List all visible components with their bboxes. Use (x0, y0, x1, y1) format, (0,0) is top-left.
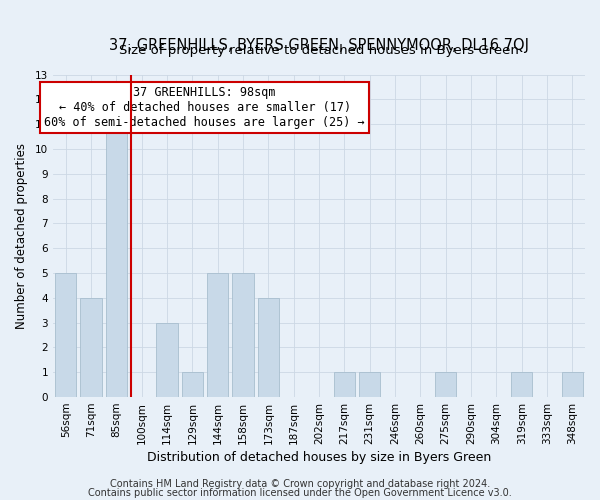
Text: 37 GREENHILLS: 98sqm
← 40% of detached houses are smaller (17)
60% of semi-detac: 37 GREENHILLS: 98sqm ← 40% of detached h… (44, 86, 365, 129)
Bar (80, 298, 102, 397)
Bar (562, 372, 583, 397)
Bar (359, 372, 380, 397)
Bar (334, 372, 355, 397)
Bar (106, 124, 127, 397)
Text: Contains HM Land Registry data © Crown copyright and database right 2024.: Contains HM Land Registry data © Crown c… (110, 479, 490, 489)
X-axis label: Distribution of detached houses by size in Byers Green: Distribution of detached houses by size … (147, 451, 491, 464)
Bar (435, 372, 457, 397)
Y-axis label: Number of detached properties: Number of detached properties (15, 143, 28, 329)
Bar (232, 273, 254, 397)
Text: Size of property relative to detached houses in Byers Green: Size of property relative to detached ho… (119, 44, 519, 57)
Bar (257, 298, 279, 397)
Bar (156, 322, 178, 397)
Bar (511, 372, 532, 397)
Bar (182, 372, 203, 397)
Text: Contains public sector information licensed under the Open Government Licence v3: Contains public sector information licen… (88, 488, 512, 498)
Bar (207, 273, 229, 397)
Bar (55, 273, 76, 397)
Title: 37, GREENHILLS, BYERS GREEN, SPENNYMOOR, DL16 7QJ: 37, GREENHILLS, BYERS GREEN, SPENNYMOOR,… (109, 38, 529, 52)
